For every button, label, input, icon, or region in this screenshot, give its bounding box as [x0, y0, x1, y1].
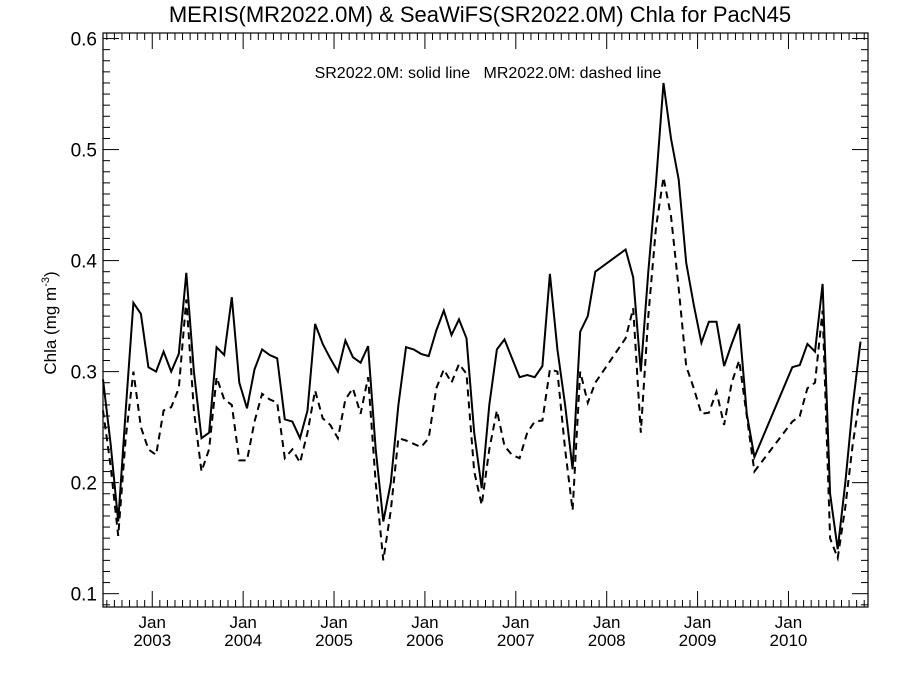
series-line-sr2022-0m — [102, 82, 862, 550]
x-tick-year-label: 2010 — [770, 631, 808, 650]
y-tick-label: 0.5 — [71, 141, 97, 162]
plot-frame — [102, 32, 869, 608]
ticks: 0.10.20.30.40.50.6Jan2003Jan2004Jan2005J… — [71, 30, 868, 650]
x-tick-month-label: Jan — [775, 613, 802, 632]
x-tick-month-label: Jan — [139, 613, 166, 632]
y-axis-label-suffix: ) — [41, 271, 60, 277]
x-tick-year-label: 2009 — [679, 631, 717, 650]
svg-text:Chla (mg m-3): Chla (mg m-3) — [40, 271, 60, 374]
y-tick-label: 0.1 — [71, 585, 97, 606]
y-axis-label: Chla (mg m-3) — [40, 271, 60, 374]
y-tick-label: 0.6 — [71, 30, 97, 51]
x-tick-month-label: Jan — [502, 613, 529, 632]
x-tick-year-label: 2003 — [133, 631, 171, 650]
y-tick-label: 0.4 — [71, 252, 98, 273]
series-line-mr2022-0m — [102, 177, 862, 563]
x-tick-month-label: Jan — [229, 613, 256, 632]
x-tick-year-label: 2006 — [406, 631, 444, 650]
x-tick-year-label: 2007 — [497, 631, 535, 650]
x-tick-year-label: 2004 — [224, 631, 262, 650]
x-tick-month-label: Jan — [684, 613, 711, 632]
legend-annotation: SR2022.0M: solid line MR2022.0M: dashed … — [315, 65, 662, 82]
x-tick-year-label: 2008 — [588, 631, 626, 650]
y-tick-label: 0.2 — [71, 474, 97, 495]
x-tick-month-label: Jan — [411, 613, 438, 632]
x-tick-month-label: Jan — [593, 613, 620, 632]
y-axis-label-superscript: -3 — [40, 277, 52, 287]
chart-title: MERIS(MR2022.0M) & SeaWiFS(SR2022.0M) Ch… — [169, 2, 791, 27]
x-tick-year-label: 2005 — [315, 631, 353, 650]
series-group — [102, 82, 862, 563]
y-axis-label-text: Chla (mg m — [41, 287, 60, 375]
x-tick-month-label: Jan — [320, 613, 347, 632]
y-tick-label: 0.3 — [71, 363, 97, 384]
